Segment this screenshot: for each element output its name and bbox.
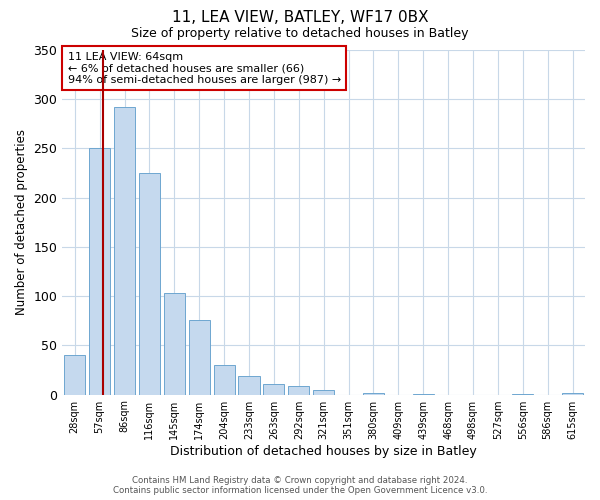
Bar — [562, 392, 583, 394]
Bar — [64, 355, 85, 395]
X-axis label: Distribution of detached houses by size in Batley: Distribution of detached houses by size … — [170, 444, 477, 458]
Bar — [164, 293, 185, 394]
Text: Contains HM Land Registry data © Crown copyright and database right 2024.
Contai: Contains HM Land Registry data © Crown c… — [113, 476, 487, 495]
Y-axis label: Number of detached properties: Number of detached properties — [15, 130, 28, 316]
Text: Size of property relative to detached houses in Batley: Size of property relative to detached ho… — [131, 28, 469, 40]
Bar — [114, 107, 135, 395]
Bar — [214, 365, 235, 394]
Bar — [263, 384, 284, 394]
Bar — [288, 386, 310, 394]
Text: 11, LEA VIEW, BATLEY, WF17 0BX: 11, LEA VIEW, BATLEY, WF17 0BX — [172, 10, 428, 25]
Bar — [363, 392, 384, 394]
Text: 11 LEA VIEW: 64sqm
← 6% of detached houses are smaller (66)
94% of semi-detached: 11 LEA VIEW: 64sqm ← 6% of detached hous… — [68, 52, 341, 85]
Bar — [139, 173, 160, 394]
Bar — [238, 376, 260, 394]
Bar — [188, 320, 210, 394]
Bar — [313, 390, 334, 394]
Bar — [89, 148, 110, 394]
